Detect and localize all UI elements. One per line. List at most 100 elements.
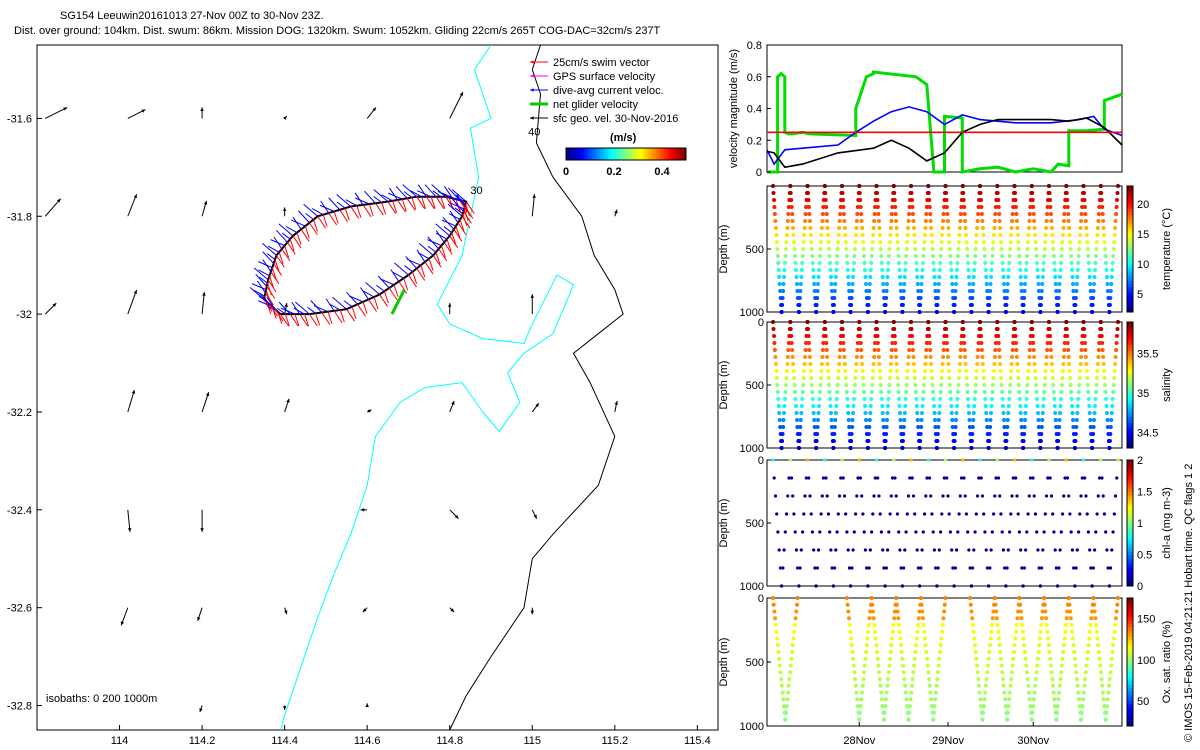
temperature-profile-sample-point: [913, 254, 918, 258]
temperature-profile-sample-point: [998, 226, 1003, 230]
chla-profile-sample-point: [785, 512, 789, 516]
dac-vector: [416, 249, 426, 263]
oxygen-profile-sample-point: [1052, 697, 1057, 702]
chla-profile-sample-point: [994, 476, 998, 480]
temperature-profile-sample-point: [975, 219, 980, 223]
salinity-profile-sample-point: [954, 411, 959, 415]
salinity-profile-sample-point: [826, 376, 831, 380]
temperature-profile-y-tick-label: 500: [746, 244, 764, 256]
temperature-profile-sample-point: [1107, 303, 1112, 307]
salinity-profile-sample-point: [861, 383, 866, 387]
temperature-profile-colorbar-cell: [1127, 230, 1133, 234]
temperature-profile-sample-point: [859, 219, 864, 223]
temperature-profile-sample-point: [875, 205, 880, 209]
salinity-profile-sample-point: [1068, 383, 1073, 387]
salinity-profile-sample-point: [924, 341, 929, 345]
oxygen-profile-sample-point: [1022, 643, 1027, 648]
chla-profile-sample-point: [860, 494, 864, 498]
temperature-profile-sample-point: [800, 254, 805, 258]
salinity-profile-sample-point: [1002, 425, 1007, 429]
chla-profile-sample-point: [877, 494, 881, 498]
dac-vector: [390, 269, 400, 282]
temperature-profile-sample-point: [848, 310, 853, 314]
salinity-profile-sample-point: [772, 341, 777, 345]
swim-vector: [435, 251, 441, 265]
temperature-profile-sample-point: [887, 254, 891, 258]
temperature-profile-sample-point: [788, 184, 793, 188]
chla-profile-sample-point: [1049, 494, 1054, 498]
salinity-profile-sample-point: [1052, 397, 1057, 401]
temperature-profile-sample-point: [929, 233, 934, 237]
oxygen-profile-sample-point: [991, 609, 996, 614]
chla-profile-sample-point: [837, 494, 842, 498]
salinity-profile-sample-point: [1000, 397, 1005, 401]
chla-profile-sample-point: [1064, 458, 1068, 462]
salinity-profile-sample-point: [1084, 369, 1089, 373]
dac-vector: [325, 298, 335, 312]
oxygen-profile-sample-point: [992, 596, 997, 600]
salinity-profile-sample-point: [1039, 432, 1044, 436]
salinity-profile-sample-point: [846, 411, 851, 415]
salinity-profile-sample-point: [836, 369, 841, 373]
oxygen-profile-sample-point: [876, 663, 881, 668]
salinity-profile-sample-point: [1034, 390, 1039, 394]
temperature-profile-sample-point: [783, 247, 788, 251]
geo-velocity-arrow: [531, 402, 540, 413]
chla-profile-sample-point: [1094, 530, 1098, 534]
salinity-profile-sample-point: [881, 418, 886, 422]
swim-vector: [403, 278, 409, 291]
geo-velocity-arrow-head: [63, 107, 68, 111]
chla-profile-sample-point: [1081, 458, 1086, 462]
oxygen-profile-sample-point: [783, 717, 788, 722]
salinity-profile-sample-point: [932, 411, 937, 415]
oxygen-profile-y-tick-label: 0: [758, 593, 764, 605]
temperature-profile-sample-point: [957, 226, 962, 230]
map-colorbar-cell: [572, 148, 575, 160]
oxygen-profile-sample-point: [971, 629, 976, 634]
salinity-profile-sample-point: [1112, 376, 1117, 380]
salinity-profile-sample-point: [939, 376, 944, 380]
oxygen-profile-sample-point: [1116, 596, 1120, 600]
swim-vector: [392, 200, 398, 213]
chla-profile-colorbar-cell: [1127, 529, 1133, 533]
temperature-profile-sample-point: [819, 233, 824, 237]
salinity-profile-colorbar-label: salinity: [1161, 368, 1173, 402]
temperature-profile-sample-point: [1094, 247, 1099, 251]
salinity-profile-sample-point: [947, 376, 952, 380]
dac-vector: [416, 190, 432, 198]
temperature-profile-sample-point: [911, 219, 916, 223]
salinity-profile-sample-point: [1018, 404, 1023, 408]
salinity-profile-sample-point: [1091, 432, 1096, 436]
salinity-profile-sample-point: [1036, 411, 1040, 415]
geo-velocity-arrow: [531, 509, 538, 519]
temperature-profile-sample-point: [993, 205, 998, 209]
temperature-profile-sample-point: [1002, 282, 1006, 286]
chla-profile-sample-point: [925, 476, 929, 480]
dac-vector: [262, 251, 274, 264]
dac-vector: [332, 296, 347, 310]
salinity-profile-sample-point: [1095, 362, 1100, 366]
chla-profile-sample-point: [1012, 458, 1017, 462]
temperature-profile-sample-point: [983, 268, 988, 272]
oxygen-profile-colorbar-cell: [1127, 697, 1133, 701]
temperature-profile-sample-point: [995, 184, 1000, 188]
salinity-profile-sample-point: [900, 446, 905, 450]
salinity-profile-sample-point: [990, 397, 994, 401]
temperature-profile-sample-point: [862, 261, 867, 265]
salinity-profile-sample-point: [817, 397, 822, 401]
oxygen-profile-sample-point: [883, 697, 888, 702]
temperature-profile-sample-point: [1059, 254, 1064, 258]
oxygen-profile-sample-point: [982, 697, 987, 702]
oxygen-profile-sample-point: [1098, 663, 1103, 668]
salinity-profile-sample-point: [991, 369, 996, 373]
salinity-profile-sample-point: [1024, 397, 1029, 401]
chla-profile-sample-point: [772, 476, 776, 480]
temperature-profile-sample-point: [1000, 254, 1004, 258]
chla-profile-sample-point: [964, 512, 969, 516]
geo-velocity-arrow: [614, 400, 619, 413]
swim-vector: [333, 211, 339, 224]
temperature-profile-sample-point: [1057, 289, 1062, 293]
temperature-profile-sample-point: [845, 268, 850, 272]
swim-vector: [362, 204, 372, 218]
oxygen-profile-colorbar-cell: [1127, 700, 1133, 705]
